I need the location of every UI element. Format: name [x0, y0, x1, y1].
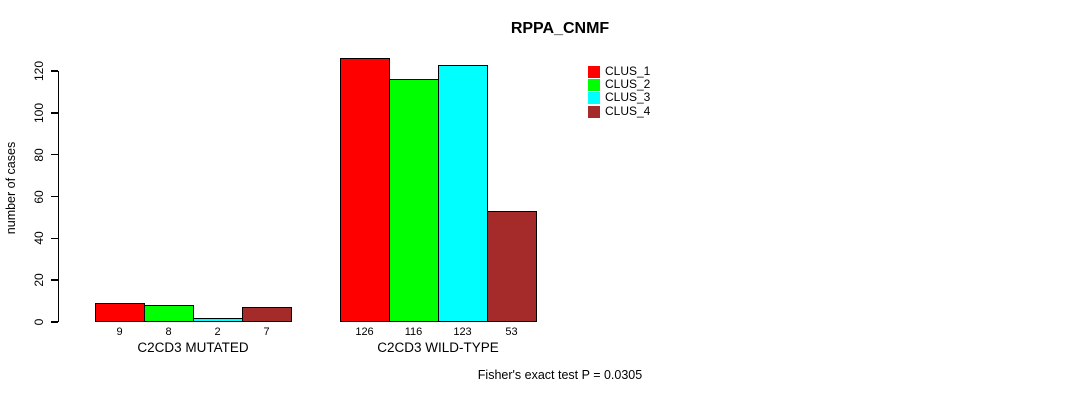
bar-value-label: 116	[404, 326, 423, 338]
bar-value-label: 126	[355, 326, 374, 338]
bar-clus_3-mutated	[193, 318, 243, 322]
chart-title: RPPA_CNMF	[510, 20, 610, 37]
bar-value-label: 53	[505, 326, 518, 338]
bar-clus_2-wildtype	[389, 79, 439, 322]
y-axis-tick	[50, 112, 58, 114]
y-tick-label: 80	[32, 147, 46, 162]
x-category-label: C2CD3 WILD-TYPE	[377, 340, 499, 355]
y-tick-label: 40	[32, 231, 46, 246]
y-tick-label: 60	[32, 189, 46, 204]
y-axis-tick	[50, 237, 58, 240]
bar-value-label: 123	[453, 326, 472, 338]
y-tick-label: 120	[32, 60, 46, 82]
bar-value-label: 9	[116, 326, 123, 338]
y-axis-tick	[50, 70, 58, 72]
y-axis-tick	[50, 321, 58, 323]
y-axis-tick	[50, 279, 58, 281]
x-category-label: C2CD3 MUTATED	[137, 340, 249, 355]
bar-clus_1-wildtype	[340, 58, 390, 322]
bar-clus_4-wildtype	[487, 211, 537, 322]
y-tick-label: 20	[32, 273, 46, 287]
bar-clus_4-mutated	[242, 307, 292, 322]
y-axis-tick	[50, 153, 58, 156]
bar-clus_2-mutated	[144, 305, 194, 322]
y-axis-tick	[50, 195, 58, 198]
bar-clus_1-mutated	[95, 303, 145, 322]
y-tick-label: 0	[32, 318, 46, 326]
annotation-text: Fisher's exact test P = 0.0305	[477, 368, 643, 382]
bar-clus_3-wildtype	[438, 65, 488, 322]
y-tick-label: 100	[32, 102, 46, 123]
bar-value-label: 2	[214, 326, 221, 338]
y-axis-line	[57, 71, 59, 322]
bar-value-label: 8	[165, 326, 172, 338]
bar-value-label: 7	[263, 326, 270, 338]
